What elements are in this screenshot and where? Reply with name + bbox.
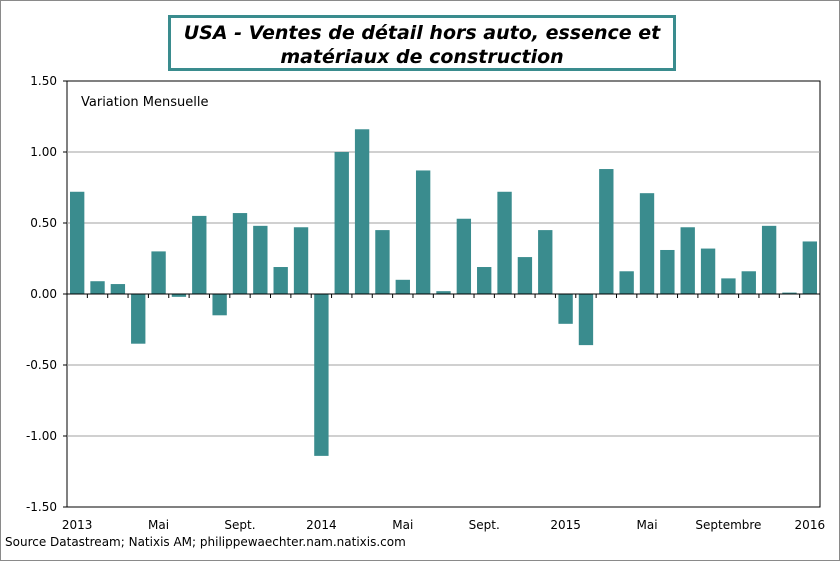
bar bbox=[273, 267, 288, 294]
x-tick-label: Sept. bbox=[469, 518, 500, 532]
bar bbox=[415, 170, 431, 294]
bar bbox=[700, 248, 716, 294]
bar bbox=[517, 257, 533, 294]
x-tick-label: Mai bbox=[392, 518, 413, 532]
bar bbox=[639, 193, 655, 294]
x-tick-label: 2015 bbox=[550, 518, 581, 532]
bar bbox=[375, 230, 390, 294]
x-tick-label: Sept. bbox=[224, 518, 255, 532]
y-tick-label: -1.50 bbox=[26, 500, 57, 514]
x-tick-label: 2013 bbox=[62, 518, 93, 532]
chart-annotation: Variation Mensuelle bbox=[81, 95, 209, 110]
bar bbox=[334, 152, 349, 294]
bar bbox=[741, 271, 756, 294]
bar bbox=[354, 129, 370, 294]
source-note: Source Datastream; Natixis AM; philippew… bbox=[5, 535, 406, 549]
bar bbox=[456, 218, 472, 294]
y-tick-label: -1.00 bbox=[26, 429, 57, 443]
bar bbox=[395, 279, 410, 294]
bar bbox=[477, 267, 492, 294]
x-tick-label: Mai bbox=[148, 518, 169, 532]
bar bbox=[293, 227, 309, 294]
bar bbox=[578, 294, 594, 346]
bar bbox=[212, 294, 227, 316]
bar bbox=[70, 191, 85, 294]
x-tick-label: 2016 bbox=[795, 518, 826, 532]
y-tick-label: -0.50 bbox=[26, 358, 57, 372]
bar bbox=[436, 291, 451, 294]
x-tick-label: Septembre bbox=[695, 518, 761, 532]
chart-title: USA - Ventes de détail hors auto, essenc… bbox=[168, 15, 676, 71]
bar bbox=[761, 225, 777, 294]
y-tick-label: 1.50 bbox=[30, 74, 57, 88]
bar bbox=[253, 225, 268, 294]
y-tick-label: 1.00 bbox=[30, 145, 57, 159]
bar bbox=[680, 227, 695, 294]
bar bbox=[151, 251, 166, 294]
bar bbox=[171, 294, 187, 297]
bar bbox=[90, 281, 105, 294]
bar bbox=[192, 215, 207, 294]
x-tick-label: Mai bbox=[636, 518, 657, 532]
bar bbox=[314, 294, 329, 456]
bar bbox=[782, 292, 797, 294]
bar bbox=[497, 191, 512, 294]
bar bbox=[131, 294, 146, 344]
bar bbox=[619, 271, 634, 294]
bar bbox=[660, 249, 675, 294]
bar bbox=[599, 169, 614, 294]
bar bbox=[538, 230, 553, 294]
bar bbox=[110, 284, 126, 294]
bar bbox=[721, 278, 736, 294]
y-tick-label: 0.50 bbox=[30, 216, 57, 230]
bar bbox=[232, 213, 248, 294]
bar bbox=[558, 294, 573, 324]
x-tick-label: 2014 bbox=[306, 518, 337, 532]
bar bbox=[802, 241, 817, 294]
y-tick-label: 0.00 bbox=[30, 287, 57, 301]
